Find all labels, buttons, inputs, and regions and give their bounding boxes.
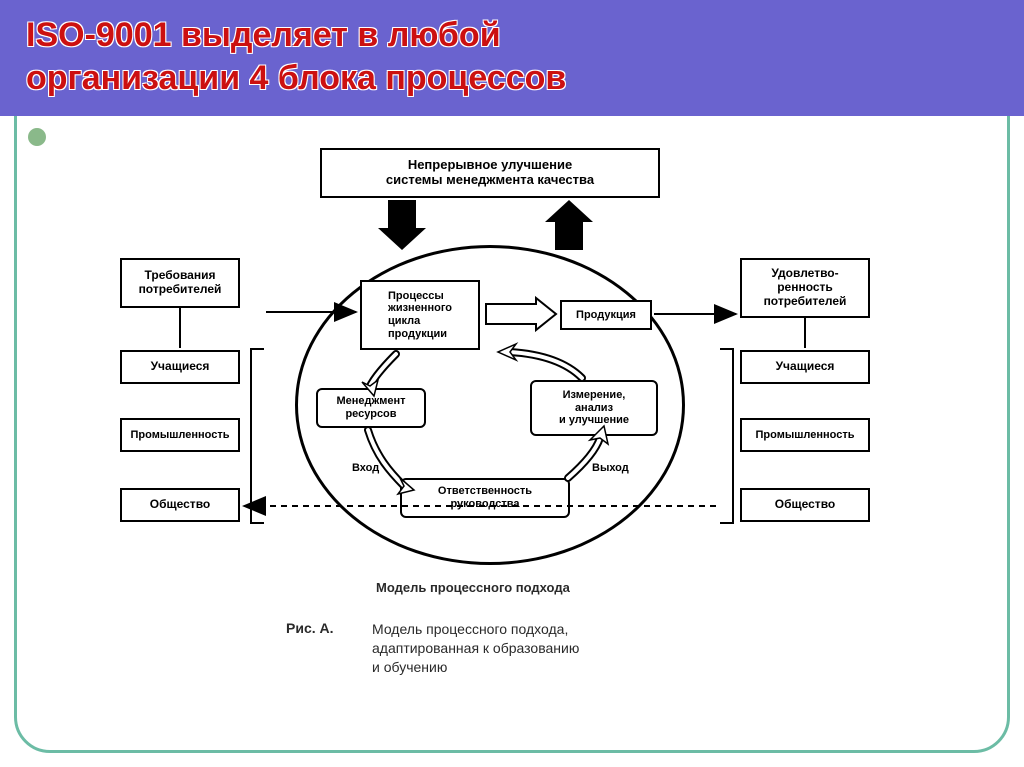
label-output: Выход: [592, 462, 629, 474]
center-processes-text: Процессы жизненного цикла продукции: [388, 290, 452, 341]
right-item-industry: Промышленность: [740, 418, 870, 452]
center-management-text: Менеджмент ресурсов: [336, 395, 405, 420]
top-box-text: Непрерывное улучшение системы менеджмент…: [386, 158, 594, 188]
left-item-society: Общество: [120, 488, 240, 522]
arrow-up-icon: [545, 200, 593, 250]
right-bracket: [720, 348, 734, 524]
right-item-1-text: Промышленность: [756, 429, 855, 442]
arrow-down-icon: [378, 200, 426, 250]
center-responsibility-text: Ответственность руководства: [438, 485, 532, 510]
right-item-students: Учащиеся: [740, 350, 870, 384]
top-box-improvement: Непрерывное улучшение системы менеджмент…: [320, 148, 660, 198]
left-header-text: Требования потребителей: [139, 269, 222, 297]
left-bracket: [250, 348, 264, 524]
left-item-students: Учащиеся: [120, 350, 240, 384]
center-product-text: Продукция: [576, 309, 636, 322]
right-item-society: Общество: [740, 488, 870, 522]
center-box-management: Менеджмент ресурсов: [316, 388, 426, 428]
left-item-industry: Промышленность: [120, 418, 240, 452]
center-box-responsibility: Ответственность руководства: [400, 478, 570, 518]
center-box-processes: Процессы жизненного цикла продукции: [360, 280, 480, 350]
center-box-product: Продукция: [560, 300, 652, 330]
diagram: Непрерывное улучшение системы менеджмент…: [0, 0, 1024, 767]
slide: ISO-9001 выделяет в любой организации 4 …: [0, 0, 1024, 767]
left-header-requirements: Требования потребителей: [120, 258, 240, 308]
left-item-1-text: Промышленность: [131, 429, 230, 442]
center-measure-text: Измерение, анализ и улучшение: [559, 389, 629, 427]
right-item-2-text: Общество: [775, 498, 836, 512]
left-item-0-text: Учащиеся: [151, 360, 210, 374]
caption-fig-label: Рис. А.: [286, 620, 334, 636]
center-box-measure: Измерение, анализ и улучшение: [530, 380, 658, 436]
caption-fig-text: Модель процессного подхода, адаптированн…: [372, 620, 579, 677]
left-item-2-text: Общество: [150, 498, 211, 512]
label-input: Вход: [352, 462, 379, 474]
right-header-satisfaction: Удовлетво- ренность потребителей: [740, 258, 870, 318]
right-header-text: Удовлетво- ренность потребителей: [764, 267, 847, 308]
right-item-0-text: Учащиеся: [776, 360, 835, 374]
caption-model-title: Модель процессного подхода: [376, 580, 570, 595]
